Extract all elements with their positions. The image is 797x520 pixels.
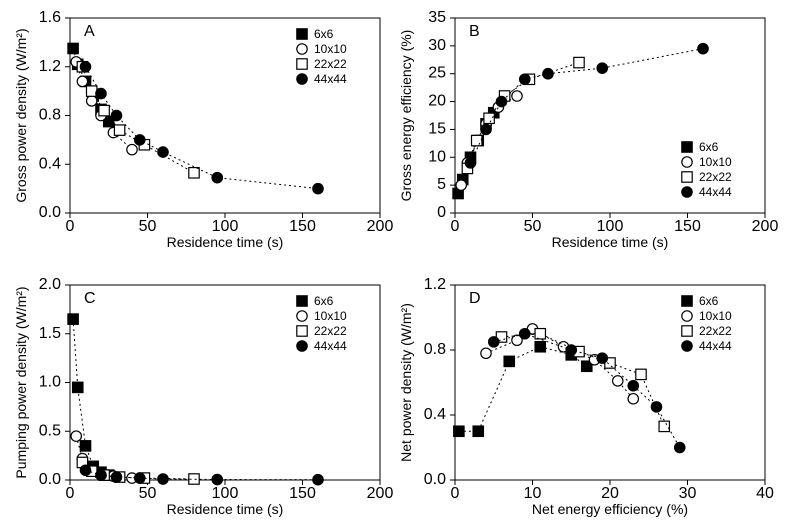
ytick-label: 1.2 xyxy=(39,58,61,75)
ytick-label: 5 xyxy=(437,176,446,193)
legend-label: 10x10 xyxy=(699,155,732,169)
legend-label: 6x6 xyxy=(699,140,719,154)
legend-label: 44x44 xyxy=(314,72,347,86)
xtick-label: 200 xyxy=(752,218,779,235)
xtick-label: 30 xyxy=(679,485,697,502)
ytick-label: 10 xyxy=(428,148,446,165)
ytick-label: 1.6 xyxy=(39,9,61,26)
x-axis-label: Net energy efficiency (%) xyxy=(532,501,688,517)
legend-label: 22x22 xyxy=(314,324,347,338)
ytick-label: 0.8 xyxy=(39,107,61,124)
panel-letter: B xyxy=(469,23,480,40)
series-line-6x6 xyxy=(73,319,109,475)
legend-label: 6x6 xyxy=(699,294,719,308)
xtick-label: 100 xyxy=(212,218,239,235)
legend-label: 22x22 xyxy=(699,170,732,184)
panel-B: 0 50 100 150 200 0 5 10 15 20 25 30 35 Residence time… xyxy=(398,9,778,250)
y-axis-label: Gross power density (W/m²) xyxy=(13,28,29,202)
panel-A: 0 50 100 150 200 0.0 0.4 0.8 1.2 1.6 Residence tim… xyxy=(13,9,393,250)
ytick-label: 2.0 xyxy=(39,276,61,293)
ytick-label: 0.0 xyxy=(39,471,61,488)
y-axis-label: Pumping power density (W/m²) xyxy=(13,286,29,478)
panel-D: 0 10 20 30 40 0.0 0.4 0.8 1.2 Net energy efficien… xyxy=(398,276,774,517)
legend: 6x610x1022x2244x44 xyxy=(682,140,732,199)
legend: 6x610x1022x2244x44 xyxy=(297,294,347,353)
xtick-label: 100 xyxy=(597,218,624,235)
ytick-label: 30 xyxy=(428,37,446,54)
xtick-label: 10 xyxy=(524,485,542,502)
xtick-label: 150 xyxy=(289,485,316,502)
legend-label: 6x6 xyxy=(314,294,334,308)
y-axis-label: Net power density (W/m²) xyxy=(398,303,414,462)
xtick-label: 20 xyxy=(601,485,619,502)
xtick-label: 50 xyxy=(524,218,542,235)
legend-label: 10x10 xyxy=(699,309,732,323)
xtick-label: 150 xyxy=(289,218,316,235)
ytick-label: 0.8 xyxy=(424,341,446,358)
ytick-label: 0 xyxy=(437,204,446,221)
ytick-label: 1.0 xyxy=(39,374,61,391)
legend: 6x610x1022x2244x44 xyxy=(682,294,732,353)
legend-label: 44x44 xyxy=(699,185,732,199)
xtick-label: 0 xyxy=(451,485,460,502)
xtick-label: 200 xyxy=(367,218,394,235)
series-line-44x44 xyxy=(494,334,680,448)
x-axis-label: Residence time (s) xyxy=(167,234,284,250)
legend-label: 10x10 xyxy=(314,42,347,56)
xtick-label: 50 xyxy=(139,218,157,235)
xtick-label: 0 xyxy=(451,218,460,235)
xtick-label: 200 xyxy=(367,485,394,502)
panel-letter: C xyxy=(84,290,96,307)
legend-label: 44x44 xyxy=(314,339,347,353)
panel-C: 0 50 100 150 200 0.0 0.5 1.0 1.5 2.0 Residence tim… xyxy=(13,276,393,517)
ytick-label: 35 xyxy=(428,9,446,26)
legend-label: 44x44 xyxy=(699,339,732,353)
xtick-label: 50 xyxy=(139,485,157,502)
xtick-label: 0 xyxy=(66,485,75,502)
x-axis-label: Residence time (s) xyxy=(552,234,669,250)
panel-letter: D xyxy=(469,290,481,307)
legend: 6x610x1022x2244x44 xyxy=(297,27,347,86)
xtick-label: 100 xyxy=(212,485,239,502)
xtick-label: 0 xyxy=(66,218,75,235)
ytick-label: 15 xyxy=(428,120,446,137)
legend-label: 10x10 xyxy=(314,309,347,323)
xtick-label: 150 xyxy=(674,218,701,235)
legend-label: 22x22 xyxy=(699,324,732,338)
ytick-label: 0.0 xyxy=(424,471,446,488)
ytick-label: 0.5 xyxy=(39,422,61,439)
xtick-label: 40 xyxy=(756,485,774,502)
ytick-label: 1.5 xyxy=(39,325,61,342)
ytick-label: 20 xyxy=(428,93,446,110)
x-axis-label: Residence time (s) xyxy=(167,501,284,517)
ytick-label: 1.2 xyxy=(424,276,446,293)
panel-letter: A xyxy=(84,23,95,40)
y-axis-label: Gross energy efficiency (%) xyxy=(398,30,414,202)
ytick-label: 0.4 xyxy=(424,406,446,423)
legend-label: 6x6 xyxy=(314,27,334,41)
ytick-label: 25 xyxy=(428,65,446,82)
ytick-label: 0.0 xyxy=(39,204,61,221)
ytick-label: 0.4 xyxy=(39,155,61,172)
legend-label: 22x22 xyxy=(314,57,347,71)
